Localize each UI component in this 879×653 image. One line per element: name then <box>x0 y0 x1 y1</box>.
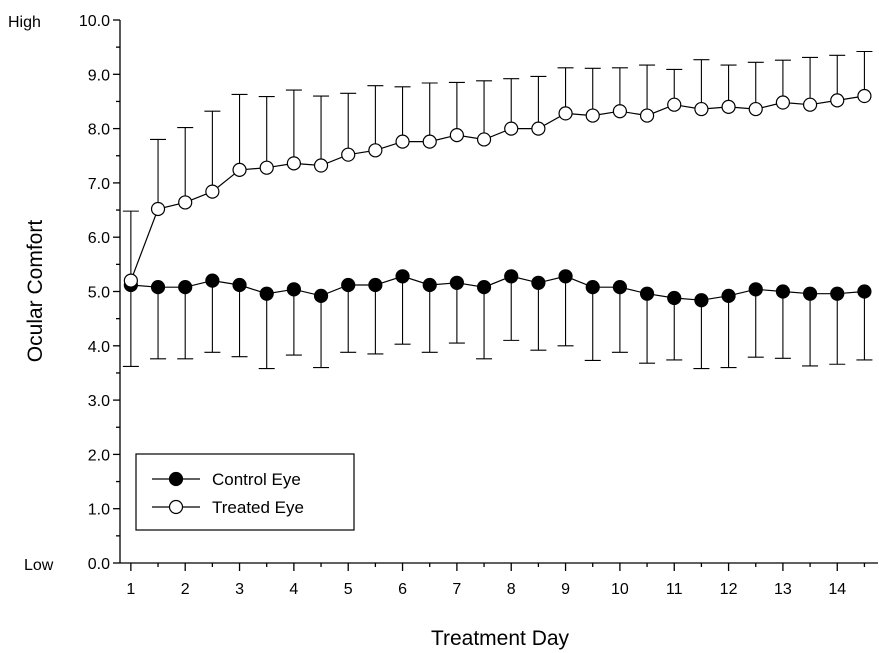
y-tick-label: 5.0 <box>88 285 110 302</box>
y-tick-label: 9.0 <box>88 67 110 84</box>
data-point-control <box>313 288 329 303</box>
legend-marker-control <box>168 471 184 487</box>
x-tick-label: 8 <box>507 581 516 598</box>
x-tick-label: 9 <box>561 581 570 598</box>
data-point-treated <box>395 134 410 149</box>
y-tick-label: 10.0 <box>79 13 110 30</box>
y-tick-label: 8.0 <box>88 122 110 139</box>
data-point-treated <box>313 158 329 173</box>
data-point-control <box>178 280 193 295</box>
data-point-control <box>639 286 655 301</box>
data-point-control <box>585 280 600 295</box>
data-point-treated <box>775 95 791 110</box>
data-point-control <box>612 280 627 295</box>
data-point-treated <box>612 104 627 119</box>
data-point-treated <box>368 143 383 158</box>
data-point-control <box>476 280 492 295</box>
x-tick-label: 13 <box>774 581 792 598</box>
data-point-control <box>531 275 546 290</box>
data-point-control <box>368 277 383 293</box>
legend: Control Eye Treated Eye <box>135 453 355 531</box>
data-point-treated <box>830 93 845 108</box>
data-point-control <box>558 269 573 284</box>
data-point-treated <box>558 106 573 121</box>
y-axis-label: Ocular Comfort <box>24 220 47 363</box>
y-high-label: High <box>8 14 41 31</box>
data-point-treated <box>857 88 872 104</box>
data-point-treated <box>531 121 546 136</box>
y-tick-label: 3.0 <box>88 393 110 410</box>
data-point-treated <box>802 97 818 112</box>
y-tick-label: 6.0 <box>88 230 110 247</box>
data-point-treated <box>476 132 492 147</box>
data-point-treated <box>178 195 193 210</box>
x-tick-label: 10 <box>611 581 629 598</box>
data-point-control <box>150 280 166 295</box>
data-point-control <box>830 286 845 301</box>
data-point-treated <box>667 97 682 112</box>
y-tick-label: 2.0 <box>88 447 110 464</box>
data-point-control <box>259 286 274 301</box>
x-tick-label: 6 <box>398 581 407 598</box>
data-point-control <box>341 277 356 293</box>
data-point-treated <box>585 108 600 123</box>
data-point-control <box>748 282 763 297</box>
data-point-treated <box>286 156 301 171</box>
data-point-treated <box>205 184 220 199</box>
series-line-treated <box>130 95 865 281</box>
y-tick-label: 1.0 <box>88 502 110 519</box>
data-point-control <box>205 273 220 288</box>
data-point-control <box>504 269 519 284</box>
data-point-treated <box>721 99 736 114</box>
data-point-treated <box>341 147 356 162</box>
data-point-control <box>775 284 791 299</box>
data-point-control <box>286 282 301 297</box>
x-tick-label: 3 <box>235 581 244 598</box>
data-point-control <box>721 288 736 303</box>
data-point-treated <box>150 201 166 217</box>
data-point-control <box>395 269 410 284</box>
x-tick-label: 7 <box>452 581 461 598</box>
y-low-label: Low <box>24 557 54 574</box>
legend-marker-treated <box>168 499 184 515</box>
y-tick-label: 4.0 <box>88 339 110 356</box>
x-tick-label: 12 <box>720 581 738 598</box>
data-point-control <box>232 277 247 293</box>
data-point-treated <box>694 101 709 117</box>
data-point-control <box>449 275 464 290</box>
x-axis-label: Treatment Day <box>431 627 570 650</box>
x-tick-label: 11 <box>666 581 683 598</box>
data-point-treated <box>748 101 763 117</box>
data-point-control <box>694 293 709 308</box>
data-point-treated <box>123 273 138 288</box>
legend-label-treated: Treated Eye <box>212 498 304 517</box>
x-tick-label: 1 <box>126 581 135 598</box>
plot-area <box>122 50 873 370</box>
x-tick-label: 4 <box>289 581 298 598</box>
x-tick-label: 5 <box>344 581 353 598</box>
data-point-control <box>422 277 437 293</box>
data-point-control <box>667 290 682 306</box>
data-point-treated <box>449 128 464 143</box>
data-point-control <box>857 284 872 299</box>
data-point-treated <box>504 121 519 136</box>
data-point-control <box>802 286 818 301</box>
legend-label-control: Control Eye <box>212 470 301 489</box>
data-point-treated <box>232 162 247 177</box>
data-point-treated <box>259 160 274 175</box>
series-line-control <box>130 275 865 301</box>
data-point-treated <box>639 108 655 123</box>
axes: 0.01.02.03.04.05.06.07.08.09.010.01 2 3 4 5 6… <box>79 13 878 598</box>
data-point-treated <box>422 134 437 149</box>
y-tick-label: 0.0 <box>88 556 110 573</box>
x-tick-label: 2 <box>181 581 190 598</box>
legend-box <box>135 453 355 531</box>
x-tick-label: 14 <box>828 581 846 598</box>
y-tick-label: 7.0 <box>88 176 110 193</box>
